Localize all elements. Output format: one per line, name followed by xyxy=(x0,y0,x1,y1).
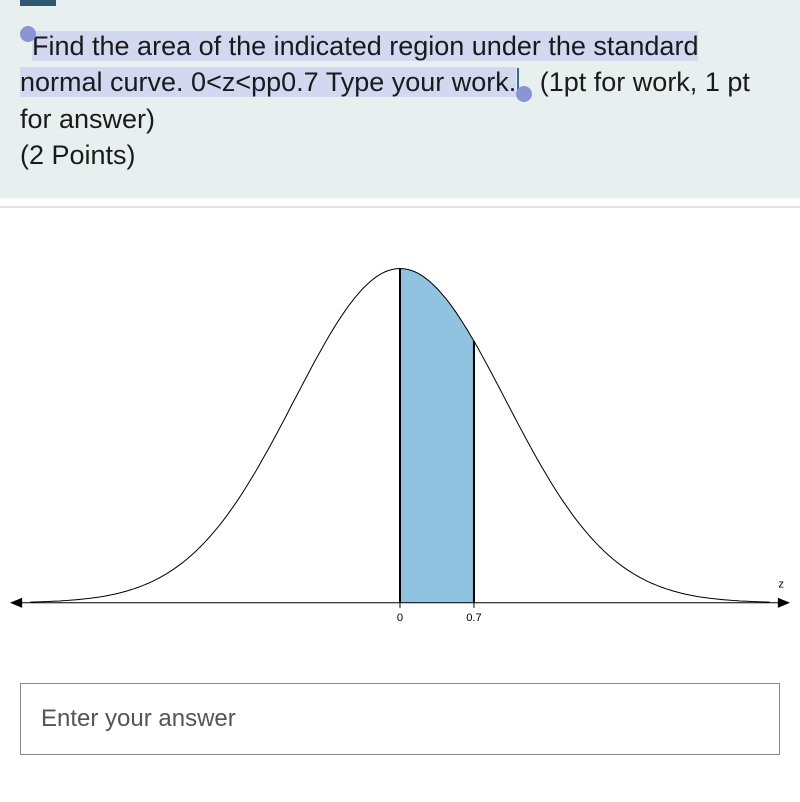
question-points: (2 Points) xyxy=(20,140,136,170)
tick-label-0: 0 xyxy=(397,612,403,624)
question-text: Find the area of the indicated region un… xyxy=(20,28,780,174)
selection-start-dot xyxy=(20,26,36,42)
answer-area xyxy=(0,663,800,775)
selection-end-dot xyxy=(516,86,532,102)
axis-arrow-left xyxy=(10,597,22,607)
z-axis-label: z xyxy=(778,578,784,590)
shaded-region xyxy=(400,268,474,602)
axis-arrow-right xyxy=(778,597,790,607)
normal-curve-chart: 0 0.7 z xyxy=(0,206,800,663)
header-tab xyxy=(20,0,56,6)
tick-label-0-7: 0.7 xyxy=(466,612,481,624)
question-header: Find the area of the indicated region un… xyxy=(0,0,800,198)
answer-input[interactable] xyxy=(20,683,780,755)
normal-curve-svg: 0 0.7 z xyxy=(10,228,790,653)
